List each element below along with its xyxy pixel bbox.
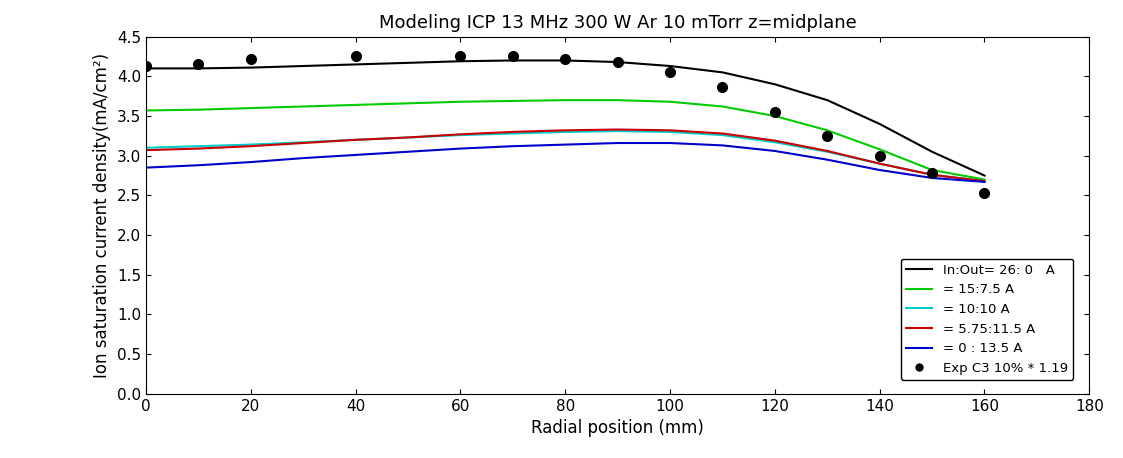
X-axis label: Radial position (mm): Radial position (mm) [531, 419, 704, 437]
Title: Modeling ICP 13 MHz 300 W Ar 10 mTorr z=midplane: Modeling ICP 13 MHz 300 W Ar 10 mTorr z=… [378, 14, 857, 33]
Legend: In:Out= 26: 0   A, = 15:7.5 A, = 10:10 A, = 5.75:11.5 A, = 0 : 13.5 A, Exp C3 10: In:Out= 26: 0 A, = 15:7.5 A, = 10:10 A, … [901, 259, 1074, 380]
Y-axis label: Ion saturation current density(mA/cm²): Ion saturation current density(mA/cm²) [93, 53, 111, 378]
